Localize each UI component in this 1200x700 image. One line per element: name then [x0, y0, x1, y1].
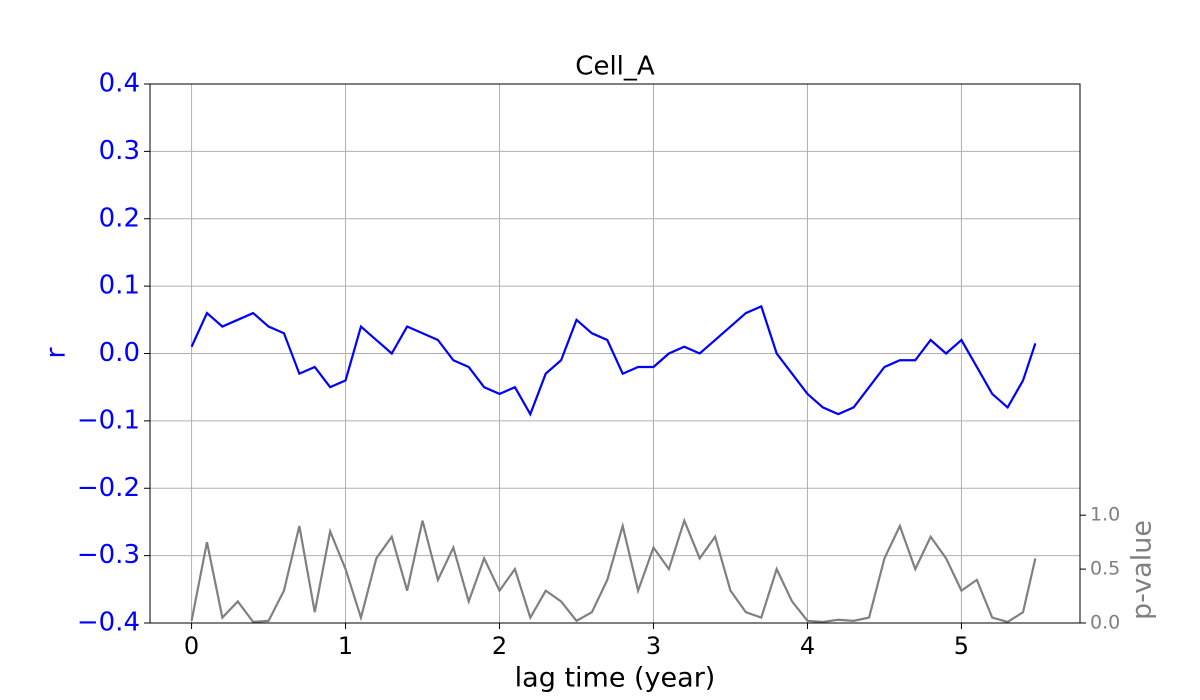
- y-tick-label: 0.2: [99, 203, 140, 233]
- data-line: [190, 304, 1037, 417]
- x-tick-label: 2: [492, 632, 507, 660]
- y-tick-label: 0.3: [99, 136, 140, 166]
- y-tick-label: −0.1: [77, 405, 140, 435]
- x-tick-label: 3: [646, 632, 661, 660]
- data-line: [190, 517, 1037, 624]
- y-tick-label: −0.4: [77, 608, 140, 638]
- y-axis-label: r: [41, 347, 72, 359]
- y2-tick-label: 0.0: [1090, 612, 1120, 634]
- y-tick-label: 0.4: [99, 69, 140, 99]
- y2-tick-label: 1.0: [1090, 504, 1120, 526]
- x-tick-label: 5: [954, 632, 969, 660]
- plot-frame: [149, 83, 1081, 624]
- y-tick-label: −0.3: [77, 540, 140, 570]
- x-tick-label: 0: [184, 632, 199, 660]
- x-tick-label: 4: [800, 632, 815, 660]
- y-tick-label: 0.1: [99, 271, 140, 301]
- y-tick-label: 0.0: [99, 338, 140, 368]
- chart-title: Cell_A: [575, 52, 655, 82]
- y2-tick-label: 0.5: [1090, 558, 1120, 580]
- y2-axis-label: p-value: [1127, 520, 1158, 620]
- x-axis-label: lag time (year): [515, 663, 716, 694]
- x-tick-label: 1: [338, 632, 353, 660]
- y-tick-label: −0.2: [77, 473, 140, 503]
